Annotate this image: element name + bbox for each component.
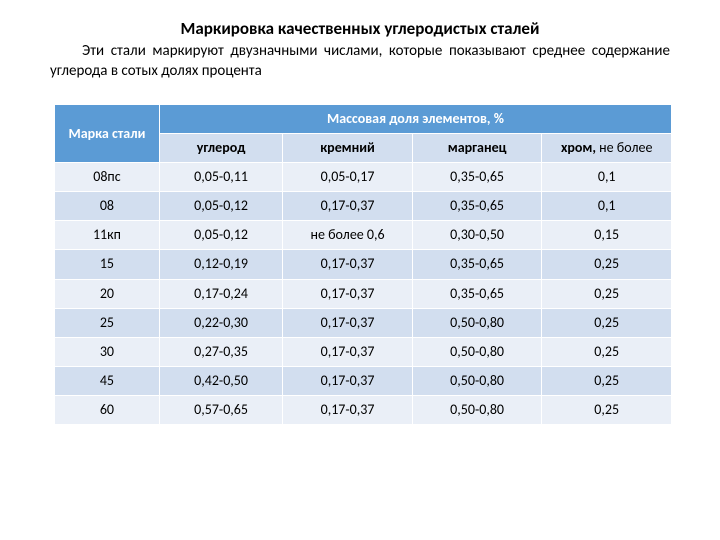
cell-silicon: 0,05-0,17 bbox=[283, 163, 413, 192]
cell-silicon: 0,17-0,37 bbox=[283, 308, 413, 337]
cell-silicon: 0,17-0,37 bbox=[283, 395, 413, 424]
table-row: 300,27-0,350,17-0,370,50-0,800,25 bbox=[55, 337, 672, 366]
table-row: 11кп0,05-0,12не более 0,60,30-0,500,15 bbox=[55, 221, 672, 250]
cell-grade: 11кп bbox=[55, 221, 160, 250]
cell-manganese: 0,50-0,80 bbox=[412, 366, 542, 395]
cell-grade: 20 bbox=[55, 279, 160, 308]
cell-carbon: 0,57-0,65 bbox=[159, 395, 282, 424]
header-silicon: кремний bbox=[283, 134, 413, 163]
cell-carbon: 0,22-0,30 bbox=[159, 308, 282, 337]
steel-table: Марка стали Массовая доля элементов, % у… bbox=[54, 104, 672, 425]
cell-grade: 25 bbox=[55, 308, 160, 337]
cell-chromium: 0,25 bbox=[542, 366, 672, 395]
cell-carbon: 0,05-0,12 bbox=[159, 221, 282, 250]
cell-manganese: 0,50-0,80 bbox=[412, 337, 542, 366]
cell-chromium: 0,25 bbox=[542, 395, 672, 424]
cell-carbon: 0,17-0,24 bbox=[159, 279, 282, 308]
header-chromium: хром, не более bbox=[542, 134, 672, 163]
table-row: 200,17-0,240,17-0,370,35-0,650,25 bbox=[55, 279, 672, 308]
cell-silicon: 0,17-0,37 bbox=[283, 192, 413, 221]
cell-manganese: 0,35-0,65 bbox=[412, 163, 542, 192]
cell-manganese: 0,35-0,65 bbox=[412, 192, 542, 221]
cell-chromium: 0,1 bbox=[542, 192, 672, 221]
cell-silicon: 0,17-0,37 bbox=[283, 366, 413, 395]
cell-carbon: 0,05-0,11 bbox=[159, 163, 282, 192]
header-carbon: углерод bbox=[159, 134, 282, 163]
cell-grade: 08 bbox=[55, 192, 160, 221]
cell-manganese: 0,30-0,50 bbox=[412, 221, 542, 250]
cell-carbon: 0,42-0,50 bbox=[159, 366, 282, 395]
cell-manganese: 0,50-0,80 bbox=[412, 395, 542, 424]
table-row: 600,57-0,650,17-0,370,50-0,800,25 bbox=[55, 395, 672, 424]
cell-manganese: 0,35-0,65 bbox=[412, 279, 542, 308]
cell-carbon: 0,05-0,12 bbox=[159, 192, 282, 221]
steel-table-container: Марка стали Массовая доля элементов, % у… bbox=[54, 104, 672, 425]
header-manganese: марганец bbox=[412, 134, 542, 163]
header-chromium-rest: не более bbox=[596, 139, 652, 156]
cell-grade: 60 bbox=[55, 395, 160, 424]
cell-chromium: 0,1 bbox=[542, 163, 672, 192]
cell-carbon: 0,27-0,35 bbox=[159, 337, 282, 366]
cell-chromium: 0,25 bbox=[542, 337, 672, 366]
table-row: 08пс0,05-0,110,05-0,170,35-0,650,1 bbox=[55, 163, 672, 192]
header-grade: Марка стали bbox=[55, 105, 160, 163]
cell-silicon: 0,17-0,37 bbox=[283, 337, 413, 366]
table-row: 080,05-0,120,17-0,370,35-0,650,1 bbox=[55, 192, 672, 221]
cell-carbon: 0,12-0,19 bbox=[159, 250, 282, 279]
cell-manganese: 0,35-0,65 bbox=[412, 250, 542, 279]
cell-chromium: 0,25 bbox=[542, 250, 672, 279]
cell-grade: 45 bbox=[55, 366, 160, 395]
cell-manganese: 0,50-0,80 bbox=[412, 308, 542, 337]
header-chromium-bold: хром, bbox=[561, 139, 596, 156]
cell-chromium: 0,15 bbox=[542, 221, 672, 250]
table-row: 150,12-0,190,17-0,370,35-0,650,25 bbox=[55, 250, 672, 279]
page-title: Маркировка качественных углеродистых ста… bbox=[50, 18, 670, 39]
intro-paragraph: Эти стали маркируют двузначными числами,… bbox=[50, 41, 670, 82]
cell-silicon: 0,17-0,37 bbox=[283, 279, 413, 308]
cell-chromium: 0,25 bbox=[542, 279, 672, 308]
steel-table-body: 08пс0,05-0,110,05-0,170,35-0,650,1080,05… bbox=[55, 163, 672, 425]
cell-grade: 08пс bbox=[55, 163, 160, 192]
table-row: 250,22-0,300,17-0,370,50-0,800,25 bbox=[55, 308, 672, 337]
table-row: 450,42-0,500,17-0,370,50-0,800,25 bbox=[55, 366, 672, 395]
header-mass-fraction: Массовая доля элементов, % bbox=[159, 105, 671, 134]
cell-grade: 30 bbox=[55, 337, 160, 366]
cell-grade: 15 bbox=[55, 250, 160, 279]
cell-silicon: 0,17-0,37 bbox=[283, 250, 413, 279]
cell-silicon: не более 0,6 bbox=[283, 221, 413, 250]
cell-chromium: 0,25 bbox=[542, 308, 672, 337]
